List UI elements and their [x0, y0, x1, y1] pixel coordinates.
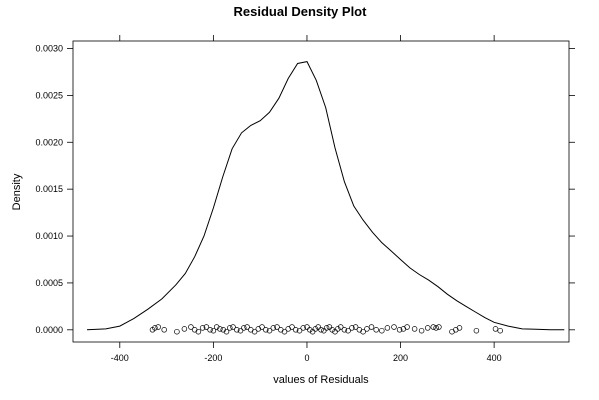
residual-point — [384, 325, 391, 331]
y-tick-label: 0.0030 — [35, 44, 63, 54]
residual-point — [418, 327, 425, 334]
residual-point — [360, 328, 366, 335]
residual-point — [191, 327, 198, 333]
residual-point — [292, 327, 299, 333]
ticks-layer: -400 -200 0 200 400 0.0000 0.0005 0.0010 0.0015 0… — [35, 35, 575, 363]
residual-point — [456, 325, 463, 331]
residual-point — [430, 324, 437, 330]
residual-point — [210, 327, 217, 334]
residual-point — [203, 324, 210, 330]
residual-point — [274, 324, 280, 330]
residual-point — [473, 327, 480, 334]
residual-point — [281, 328, 288, 335]
residual-point — [436, 324, 442, 330]
residual-point — [304, 324, 310, 330]
residual-point — [255, 326, 262, 332]
residual-point — [300, 325, 306, 331]
residual-point — [227, 325, 233, 331]
x-tick-label: 200 — [393, 353, 408, 363]
x-tick-label: 0 — [304, 353, 309, 363]
residual-point — [368, 324, 375, 330]
residual-point — [259, 324, 265, 330]
residual-point — [364, 326, 370, 332]
residual-point — [497, 327, 503, 334]
residual-point — [341, 327, 348, 333]
residual-point — [379, 327, 385, 334]
residual-point — [237, 327, 244, 334]
residual-point — [453, 327, 459, 333]
residual-point — [329, 327, 335, 333]
density-curve — [86, 61, 565, 331]
x-tick-label: 400 — [487, 353, 502, 363]
residual-point — [207, 327, 213, 333]
y-tick-label: 0.0000 — [35, 325, 63, 335]
residual-point — [309, 328, 316, 335]
residual-point — [312, 326, 319, 332]
residual-point — [321, 327, 327, 334]
y-tick-label: 0.0015 — [35, 184, 63, 194]
residual-point — [199, 325, 206, 331]
x-tick-label: -400 — [111, 353, 129, 363]
residual-point — [223, 328, 230, 335]
residual-point — [251, 328, 258, 335]
y-tick-label: 0.0025 — [35, 90, 63, 100]
residual-point — [155, 324, 161, 330]
y-axis-label: Density — [11, 173, 23, 210]
y-tick-label: 0.0005 — [35, 278, 63, 288]
residual-point — [220, 327, 226, 333]
residual-point — [188, 324, 194, 330]
residual-point — [181, 326, 188, 332]
residual-point — [391, 324, 397, 330]
residual-point — [323, 325, 330, 331]
residual-point — [373, 327, 379, 333]
residual-point — [278, 327, 284, 333]
residual-point — [244, 324, 250, 330]
y-tick-label: 0.0020 — [35, 137, 63, 147]
residual-point — [335, 326, 341, 332]
residual-point — [266, 327, 273, 334]
residual-point — [326, 324, 333, 330]
residual-point — [174, 328, 180, 335]
residual-point — [315, 324, 321, 330]
residual-point — [318, 327, 324, 333]
residual-point — [241, 325, 247, 331]
residual-point — [296, 327, 303, 334]
residual-point — [411, 326, 418, 332]
residual-point — [433, 325, 439, 331]
x-axis-label: values of Residuals — [273, 374, 369, 386]
residual-point — [230, 324, 236, 330]
residual-point — [345, 327, 351, 334]
series-layer — [86, 61, 565, 335]
residual-point — [263, 327, 269, 333]
residual-point — [352, 324, 359, 330]
residual-point — [152, 325, 158, 331]
residual-point — [213, 324, 220, 330]
residual-point — [289, 324, 295, 330]
residual-point — [161, 327, 167, 333]
residual-point — [337, 324, 344, 330]
residual-point — [307, 327, 313, 333]
chart-title: Residual Density Plot — [234, 4, 368, 19]
y-tick-label: 0.0010 — [35, 231, 63, 241]
residual-point — [404, 324, 410, 330]
residual-point — [356, 327, 363, 333]
x-tick-label: -200 — [204, 353, 222, 363]
residual-point — [424, 325, 431, 331]
residual-point — [217, 326, 223, 332]
residual-point — [349, 325, 355, 331]
residual-point — [332, 328, 338, 335]
residual-point — [234, 327, 240, 333]
residual-point — [195, 328, 202, 335]
plot-frame — [72, 40, 570, 343]
residual-point — [492, 326, 499, 332]
residual-point — [270, 325, 277, 331]
residual-point — [396, 327, 403, 333]
